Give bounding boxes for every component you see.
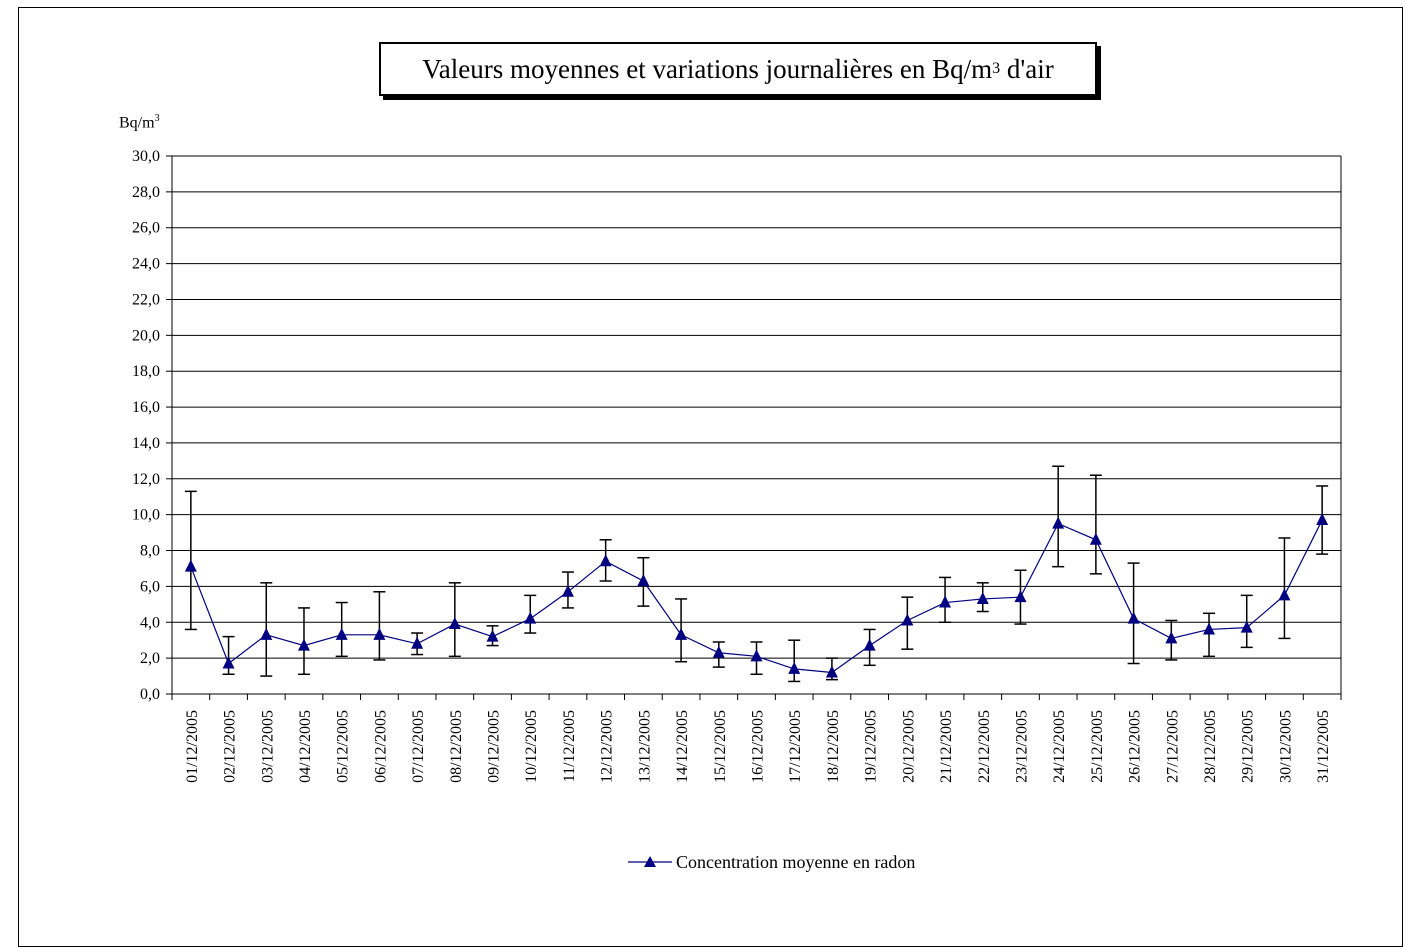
y-axis-unit-text: Bq/m [119, 114, 155, 132]
data-point-marker [297, 638, 310, 651]
x-tick-label: 21/12/2005 [938, 710, 955, 783]
data-point-marker [1052, 516, 1065, 529]
x-tick-label: 30/12/2005 [1277, 710, 1294, 783]
data-point-marker [448, 617, 461, 630]
data-point-marker [1240, 620, 1253, 633]
x-tick-label: 01/12/2005 [184, 710, 201, 783]
y-tick-label: 10,0 [132, 507, 160, 524]
data-point-marker [561, 584, 574, 597]
y-axis-unit-label: Bq/m3 [119, 113, 160, 132]
x-tick-label: 28/12/2005 [1202, 710, 1219, 783]
x-tick-label: 19/12/2005 [863, 710, 880, 783]
x-tick-label: 20/12/2005 [900, 710, 917, 783]
data-point-marker [863, 638, 876, 651]
x-tick-label: 03/12/2005 [259, 710, 276, 783]
data-point-marker [750, 649, 763, 662]
y-tick-label: 6,0 [140, 578, 160, 595]
x-tick-label: 17/12/2005 [787, 710, 804, 783]
x-tick-label: 05/12/2005 [335, 710, 352, 783]
x-tick-label: 12/12/2005 [599, 710, 616, 783]
x-tick-label: 10/12/2005 [523, 710, 540, 783]
y-tick-label: 16,0 [132, 399, 160, 416]
x-tick-label: 13/12/2005 [636, 710, 653, 783]
data-point-marker [524, 611, 537, 624]
data-point-marker [788, 661, 801, 674]
x-tick-label: 06/12/2005 [372, 710, 389, 783]
y-tick-label: 8,0 [140, 543, 160, 560]
grid-lines [172, 155, 1341, 659]
data-point-marker [1127, 611, 1140, 624]
y-tick-label: 2,0 [140, 650, 160, 667]
data-point-marker [184, 559, 197, 572]
y-tick-label: 26,0 [132, 220, 160, 237]
data-point-marker [335, 627, 348, 640]
x-tick-label: 23/12/2005 [1013, 710, 1030, 783]
x-tick-label: 26/12/2005 [1127, 710, 1144, 783]
data-point-marker [599, 554, 612, 567]
y-tick-label: 12,0 [132, 471, 160, 488]
legend: Concentration moyenne en radon [628, 852, 915, 872]
data-point-marker [1014, 590, 1027, 603]
y-tick-label: 14,0 [132, 435, 160, 452]
x-tick-label: 02/12/2005 [222, 710, 239, 783]
y-tick-label: 18,0 [132, 363, 160, 380]
x-tick-label: 24/12/2005 [1051, 710, 1068, 783]
data-point-marker [825, 665, 838, 678]
x-tick-label: 09/12/2005 [486, 710, 503, 783]
data-point-marker [901, 613, 914, 626]
data-point-marker [373, 627, 386, 640]
y-tick-label: 24,0 [132, 256, 160, 273]
x-tick-label: 15/12/2005 [712, 710, 729, 783]
x-tick-label: 25/12/2005 [1089, 710, 1106, 783]
y-tick-label: 0,0 [140, 686, 160, 703]
legend-series-label: Concentration moyenne en radon [676, 851, 916, 872]
x-tick-label: 07/12/2005 [410, 710, 427, 783]
x-tick-label: 31/12/2005 [1315, 710, 1332, 783]
tick-labels: 0,0 2,0 4,0 6,0 8,0 10,0 12,0 14,0 16,0 18,0 20,0 2… [132, 148, 1332, 783]
chart-title-superscript: 3 [992, 60, 1001, 77]
legend-marker-icon [628, 856, 672, 867]
y-tick-label: 22,0 [132, 291, 160, 308]
y-tick-label: 30,0 [132, 148, 160, 165]
x-tick-label: 14/12/2005 [674, 710, 691, 783]
x-tick-label: 11/12/2005 [561, 710, 578, 782]
data-point-marker [939, 595, 952, 608]
chart-title-text: Valeurs moyennes et variations journaliè… [422, 53, 993, 84]
chart-title-suffix: d'air [1000, 53, 1054, 84]
data-point-marker [675, 627, 688, 640]
x-tick-label: 29/12/2005 [1240, 710, 1257, 783]
chart-title: Valeurs moyennes et variations journaliè… [379, 42, 1097, 96]
axes [166, 155, 1342, 700]
data-point-marker [712, 645, 725, 658]
data-point-marker [222, 656, 235, 669]
x-tick-label: 18/12/2005 [825, 710, 842, 783]
data-point-marker [411, 636, 424, 649]
y-tick-label: 20,0 [132, 327, 160, 344]
x-tick-label: 04/12/2005 [297, 710, 314, 783]
data-point-marker [260, 627, 273, 640]
data-point-marker [637, 574, 650, 587]
data-point-marker [1203, 622, 1216, 635]
x-tick-label: 16/12/2005 [750, 710, 767, 783]
series-markers [184, 513, 1329, 678]
data-point-marker [1165, 631, 1178, 644]
data-point-marker [976, 591, 989, 604]
x-tick-label: 27/12/2005 [1164, 710, 1181, 783]
x-tick-label: 22/12/2005 [976, 710, 993, 783]
error-bars [184, 465, 1329, 683]
y-tick-label: 4,0 [140, 614, 160, 631]
y-tick-label: 28,0 [132, 184, 160, 201]
y-axis-unit-superscript: 3 [154, 113, 160, 124]
data-point-marker [1089, 532, 1102, 545]
data-point-marker [1278, 588, 1291, 601]
data-point-marker [1316, 513, 1329, 526]
x-tick-label: 08/12/2005 [448, 710, 465, 783]
data-point-marker [486, 629, 499, 642]
